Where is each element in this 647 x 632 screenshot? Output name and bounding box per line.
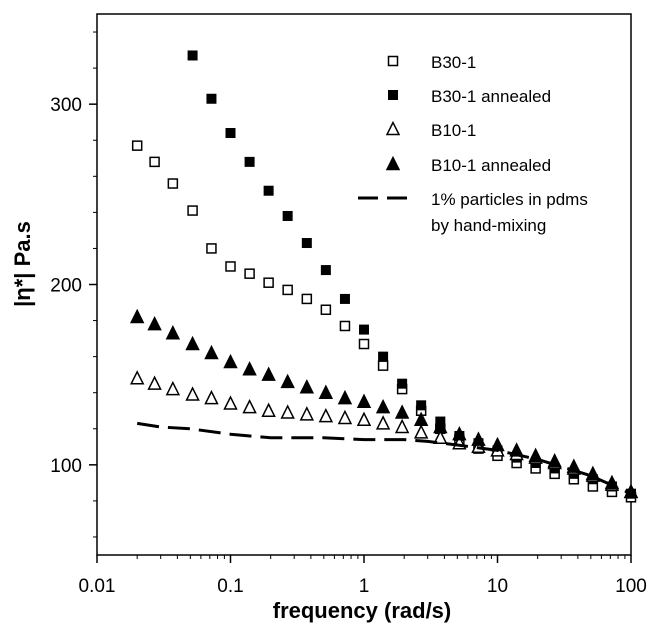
legend-label: B10-1 [431,121,476,140]
legend-label: 1% particles in pdms [431,190,588,209]
data-point [375,415,391,430]
y-tick-label: 300 [50,95,82,116]
legend-swatch [387,55,399,67]
data-point [359,324,369,335]
data-point [375,398,391,414]
legend-label: by hand-mixing [431,216,546,235]
data-point [242,361,257,376]
data-point [318,384,334,399]
data-point [225,261,236,272]
data-point [263,185,274,196]
data-point [185,335,200,351]
data-point [413,411,429,426]
y-tick-label: 100 [50,456,82,477]
data-point [433,429,448,445]
data-point [356,411,372,426]
data-point [204,344,219,360]
data-point [261,402,276,417]
data-point [378,351,389,362]
data-point [394,404,410,419]
legend-label: B10-1 annealed [431,156,551,175]
data-point [244,268,255,279]
data-point [585,465,601,481]
x-tick-label: 0.01 [79,576,116,597]
series-filled-square [187,50,636,499]
data-point [394,418,410,434]
data-point [185,386,200,401]
legend-item: 1% particles in pdms by hand-mixing [358,190,588,235]
data-point [452,425,467,441]
y-axis-title: |η*| Pa.s [10,221,35,307]
x-axis-title: frequency (rad/s) [273,598,452,623]
legend-swatch [385,120,401,136]
data-point [337,409,353,425]
data-point [318,407,334,423]
legend-label: B30-1 [431,53,476,72]
x-tick-label: 10 [487,576,508,597]
legend-label: B30-1 annealed [431,87,551,106]
data-point [165,380,181,396]
data-point [263,277,274,288]
data-point [242,398,257,414]
legend-swatch [385,155,401,171]
data-point [282,284,293,296]
data-point [149,156,160,168]
legend-item: B10-1 [385,120,476,140]
data-point [301,238,312,249]
data-point [320,304,332,315]
data-point [225,128,236,139]
data-point [187,205,198,216]
data-point [280,373,295,389]
data-point [433,418,448,434]
legend-item: B30-1 annealed [388,87,551,106]
data-point [413,424,429,439]
data-point [339,293,350,304]
data-point [299,379,315,394]
data-point [165,325,181,340]
data-point [377,360,389,371]
data-point [223,353,238,369]
data-point [356,393,372,408]
ticks: 0.01 0.1 1 10 100 100 200 300 [50,31,647,597]
data-point [416,400,427,411]
data-point [204,389,219,405]
data-point [244,156,255,167]
data-point [397,378,408,389]
data-point [131,140,143,151]
x-tick-label: 100 [615,576,647,597]
y-tick-label: 200 [50,276,82,297]
series-filled-triangle [129,308,639,499]
data-point [187,50,198,61]
data-point [280,404,295,419]
x-tick-label: 0.1 [217,576,243,597]
data-point [282,210,293,221]
data-point [206,93,217,104]
data-point [223,395,238,410]
legend: B30-1 B30-1 annealed B10-1 B10-1 annealed 1%… [358,53,588,235]
data-point [339,320,351,332]
data-point [301,293,313,305]
data-point [337,389,353,405]
legend-item: B10-1 annealed [385,155,551,175]
series-open-triangle [129,370,639,499]
data-point [167,178,179,189]
data-point [147,375,162,390]
x-tick-label: 1 [359,576,370,597]
data-point [129,370,145,385]
data-point [358,338,370,350]
data-point [261,366,276,381]
legend-swatch [388,90,398,100]
data-point [206,243,217,254]
data-point [471,431,486,446]
data-point [129,308,145,324]
legend-item: B30-1 [387,53,476,72]
data-point [147,315,162,331]
data-point [299,406,315,421]
data-point [320,265,331,276]
data-marks [129,50,639,503]
